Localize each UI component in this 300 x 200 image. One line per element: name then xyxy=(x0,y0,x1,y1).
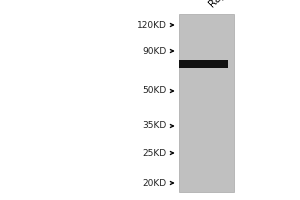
Bar xyxy=(179,60,228,68)
Bar xyxy=(178,14,234,192)
Text: Raji: Raji xyxy=(207,0,228,9)
Text: 90KD: 90KD xyxy=(142,46,166,55)
Text: 35KD: 35KD xyxy=(142,121,166,130)
Text: 120KD: 120KD xyxy=(136,21,166,29)
Text: 20KD: 20KD xyxy=(142,178,167,188)
Text: 25KD: 25KD xyxy=(142,148,167,158)
Text: 50KD: 50KD xyxy=(142,86,166,95)
